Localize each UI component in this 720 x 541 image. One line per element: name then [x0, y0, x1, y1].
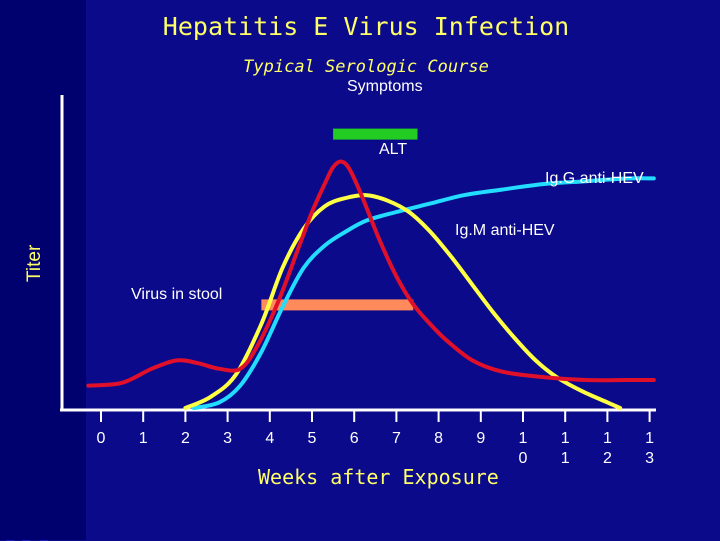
series-line-igm-anti-hev	[183, 193, 623, 410]
annotations: Symptoms ALT Ig.G anti-HEV Ig.M anti-HEV Vir…	[131, 78, 644, 303]
chart-title: Hepatitis E Virus Infection	[162, 12, 570, 41]
x-tick-label: 1	[139, 430, 148, 447]
x-axis-label: Weeks after Exposure	[258, 465, 499, 489]
annotation-igg-anti-hev: Ig.G anti-HEV	[545, 170, 644, 187]
series-line-alt	[86, 159, 656, 388]
x-tick-labels: 0 1 2 3 4 5 6 7 8 9 1 01 11 21 3	[97, 430, 655, 467]
x-tick-label: 6	[350, 430, 359, 447]
annotation-igm-anti-hev: Ig.M anti-HEV	[455, 222, 555, 239]
x-tick-label: 4	[265, 430, 274, 447]
series-lines	[86, 159, 656, 410]
annotation-symptoms: Symptoms	[347, 78, 423, 95]
annotation-virus-in-stool: Virus in stool	[131, 286, 222, 303]
x-tick-label: 5	[308, 430, 317, 447]
series-line-igg-anti-hev	[191, 176, 656, 410]
x-tick-label: 9	[476, 430, 485, 447]
x-tick-label: 7	[392, 430, 401, 447]
axes	[60, 95, 656, 422]
annotation-alt: ALT	[379, 141, 407, 158]
x-tick-label: 0	[97, 430, 106, 447]
chart-background	[86, 0, 720, 540]
range-bars	[261, 128, 418, 311]
chart-subtitle: Typical Serologic Course	[243, 57, 489, 77]
symptoms-bar	[333, 128, 418, 140]
decorative-strip	[0, 0, 86, 540]
virus-in-stool-bar	[261, 299, 414, 311]
x-tick-label: 3	[223, 430, 232, 447]
x-tick-label: 2	[181, 430, 190, 447]
x-tick-label: 8	[434, 430, 443, 447]
